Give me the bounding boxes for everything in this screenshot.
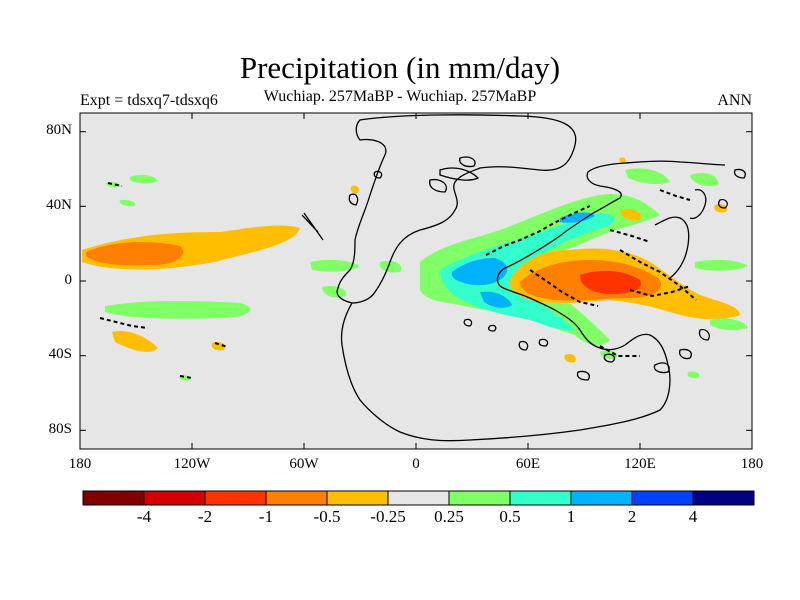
eastern-tethys-strong-dry (580, 270, 641, 294)
y-tick-label: 80S (48, 421, 72, 437)
experiment-label: Expt = tdsxq7-tdsxq6 (80, 92, 218, 109)
microcontinent-chain (99, 317, 149, 329)
pangea-coastline (340, 302, 671, 442)
colorbar-label: 2 (627, 507, 637, 526)
x-tick-label: 60E (515, 456, 541, 472)
colorbar-box (509, 490, 572, 506)
colorbar-label: 0.5 (499, 507, 521, 526)
colorbar-label: 4 (688, 507, 698, 526)
north-tethys-wet-patch (690, 173, 719, 186)
island-outline (538, 338, 549, 347)
colorbar-box (448, 490, 511, 506)
colorbar-box (326, 490, 389, 506)
x-tick-label: 180 (68, 456, 92, 472)
colorbar-box (82, 490, 145, 506)
microcontinent-chain (529, 269, 599, 307)
microcontinent-chain (485, 205, 591, 256)
north-tethys-wet-patch (625, 168, 670, 185)
island-outline (459, 156, 476, 168)
island-outline (439, 167, 480, 181)
chart-subtitle: Wuchiap. 257MaBP - Wuchiap. 257MaBP (263, 88, 537, 105)
north-tethys-dry-patch (714, 203, 728, 213)
microcontinent-chain (609, 229, 651, 243)
pacific-dry-core (86, 242, 184, 266)
island-outline (718, 198, 728, 209)
colorbar-label: -0.5 (313, 507, 341, 526)
island-outline (698, 328, 710, 341)
southeast-dry-patch (564, 353, 576, 363)
east-coast-dry-patch (350, 185, 359, 194)
colorbar-box (631, 490, 694, 506)
x-tick-label: 60W (289, 456, 319, 472)
island-outline (487, 324, 497, 332)
island-outline (678, 348, 692, 360)
tethys-strong-wet (480, 291, 512, 308)
colorbar-label: -0.25 (370, 507, 406, 526)
chart-title: Precipitation (in mm/day) (239, 50, 561, 85)
colorbar-label: 1 (566, 507, 576, 526)
island-outline (373, 170, 383, 179)
microcontinent-chain (107, 182, 123, 187)
east-coast-wet-patch (379, 260, 402, 273)
tethys-strong-wet (451, 258, 508, 286)
island-outline (653, 362, 670, 374)
tethys-moderate-wet (440, 213, 614, 331)
axis-ticks (80, 113, 752, 449)
microcontinent-chain (214, 342, 229, 348)
west-coast-wet-patch (310, 259, 360, 272)
y-tick-label: 40S (48, 346, 72, 362)
microcontinent-chain (599, 345, 640, 357)
colorbar-label: 0.25 (434, 507, 464, 526)
coastlines (301, 114, 746, 442)
southeast-wet-patch (687, 371, 700, 379)
colorbar-box (204, 490, 267, 506)
colorbar-box (265, 490, 328, 506)
x-tick-label: 180 (740, 456, 764, 472)
south-pacific-wet-band (105, 301, 251, 319)
x-tick-label: 120W (173, 456, 211, 472)
colorbar-label: -2 (197, 507, 213, 526)
microcontinent-dashes (99, 182, 697, 379)
y-tick-label: 80N (46, 122, 72, 138)
colorbar-box (570, 490, 633, 506)
season-label: ANN (717, 92, 752, 109)
dry-patch-small (211, 341, 226, 351)
wet-patch-small (119, 199, 136, 207)
colorbar-box (143, 490, 206, 506)
north-tethys-dry-patch (620, 209, 642, 221)
colorbar-label: -4 (136, 507, 152, 526)
colorbar-box (692, 490, 755, 506)
island-outline (733, 168, 746, 179)
southeast-dry-patch (619, 157, 626, 163)
microcontinent-chain (179, 375, 193, 379)
pangea-coastline (336, 114, 577, 304)
eastern-coastline (654, 216, 690, 279)
east-wet-patch (695, 259, 748, 271)
y-tick-label: 40N (46, 197, 72, 213)
south-pacific-dry-patch (112, 330, 158, 352)
x-tick-label: 0 (412, 456, 420, 472)
west-coast-wet-patch (322, 286, 347, 298)
island-outline (429, 178, 447, 193)
island-outline (463, 318, 473, 327)
colorbar-label: -1 (258, 507, 274, 526)
island-outline (348, 193, 359, 206)
colorbar (82, 490, 755, 506)
north-pacific-wet-patch (130, 174, 158, 184)
colorbar-box (387, 490, 450, 506)
y-tick-label: 0 (64, 272, 73, 288)
microcontinent-chain (659, 189, 691, 201)
eastern-coastline (689, 189, 707, 220)
microcontinent-chain (629, 285, 691, 298)
island-outline (518, 340, 529, 351)
island-outline (576, 370, 590, 381)
anomaly-fields (82, 157, 748, 381)
x-tick-label: 120E (624, 456, 656, 472)
island-outline (301, 212, 324, 241)
tethys-coastline (496, 160, 726, 351)
microcontinent-chain (619, 249, 697, 301)
east-wet-patch (710, 318, 748, 331)
island-outline (603, 353, 616, 363)
